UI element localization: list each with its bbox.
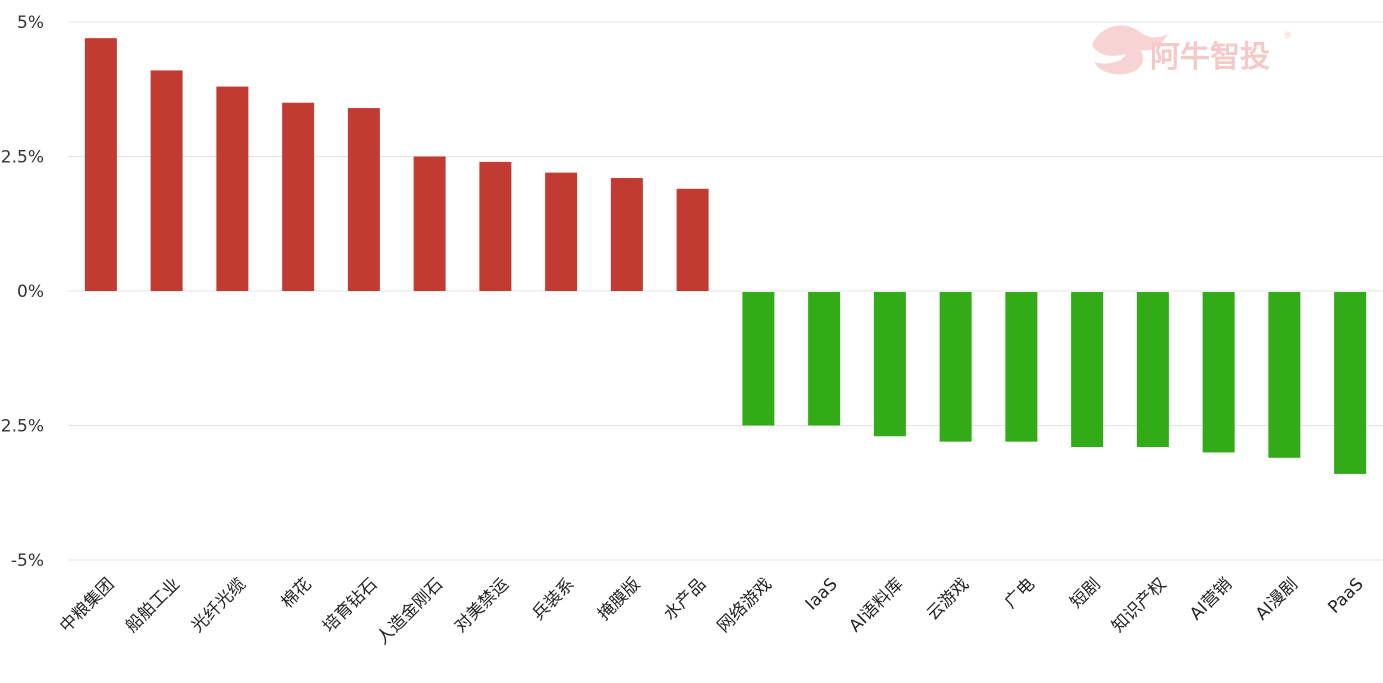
bar [1136,292,1169,448]
x-category-label: 掩膜版 [594,574,644,624]
watermark-text: 阿牛智投 [1150,40,1270,75]
bar [1071,292,1104,448]
bar [676,188,709,291]
x-category-label: 水产品 [660,574,710,624]
bar [282,102,315,291]
x-category-label: 知识产权 [1108,574,1170,636]
x-category-label: AI语料库 [845,574,907,636]
y-tick-label: 0% [17,282,44,302]
x-category-label: 船舶工业 [122,574,184,636]
bar [347,108,380,291]
watermark-bull-icon [1092,25,1168,75]
bar [610,178,643,291]
x-category-label: 对美禁运 [451,574,513,636]
watermark-logo: 阿牛智投 ® [1092,25,1292,75]
x-category-label: 中粮集团 [56,574,118,636]
y-tick-label: -2.5% [0,417,44,437]
watermark-registered-mark: ® [1283,31,1292,41]
x-category-label: 兵装系 [528,574,578,624]
bar [1005,292,1038,442]
x-category-label: 人造金刚石 [373,574,447,648]
bar [808,292,841,426]
bar [939,292,972,442]
y-tick-label: -5% [11,551,44,571]
y-tick-label: 2.5% [1,148,44,168]
x-category-label: 棉花 [277,574,315,612]
bar [216,86,249,291]
x-category-label: AI营销 [1186,574,1236,624]
bar [1268,292,1301,458]
bar [413,156,446,291]
x-category-label: IaaS [802,574,842,614]
bar [545,172,578,291]
bar [742,292,775,426]
bar [1202,292,1235,453]
x-category-label: 云游戏 [923,574,973,624]
x-category-label: 网络游戏 [714,574,776,636]
x-category-label: 短剧 [1066,574,1104,612]
x-category-label: PaaS [1324,574,1367,617]
bar [84,38,117,291]
x-category-label: 培育钻石 [319,574,381,636]
bar [150,70,183,291]
x-category-label: 光纤光缆 [188,574,250,636]
bar [1334,292,1367,474]
y-tick-label: 5% [17,13,44,33]
bar [873,292,906,437]
x-category-label: 广电 [1001,574,1039,612]
x-category-label: AI漫剧 [1252,574,1302,624]
bar [479,161,512,291]
